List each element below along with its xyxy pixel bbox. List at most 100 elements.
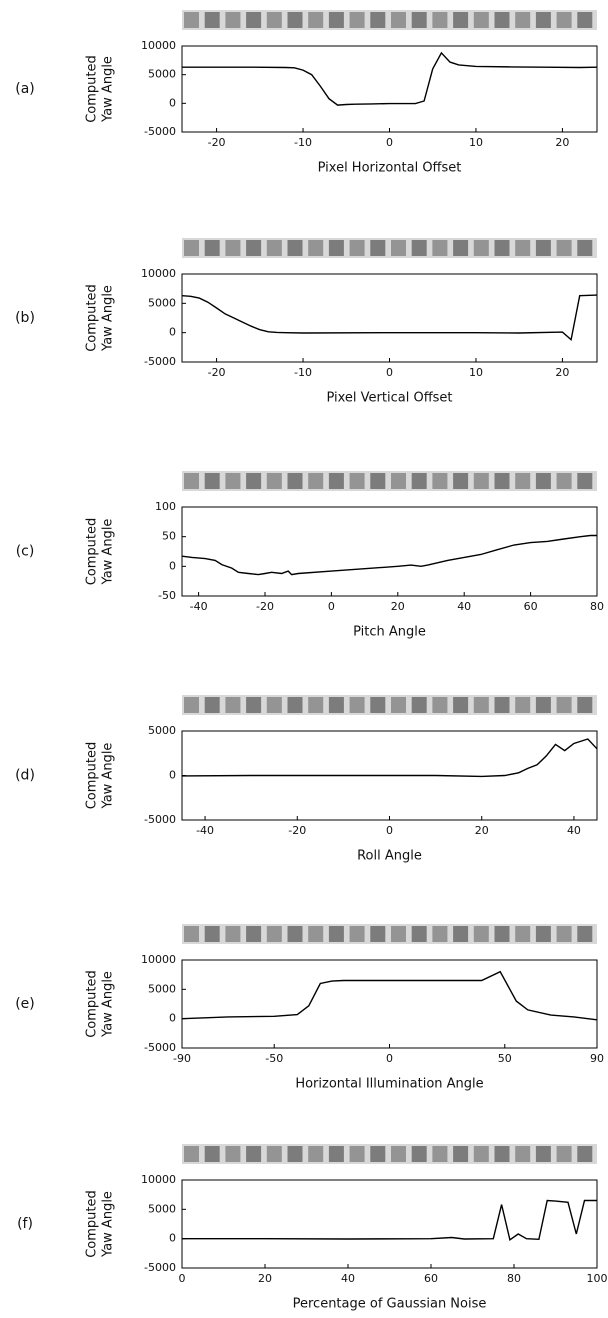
- x-tick-label: 80: [507, 1272, 521, 1285]
- strip-face: [535, 240, 551, 256]
- y-axis-label: Computed: [85, 55, 100, 123]
- strip-face: [577, 926, 593, 942]
- strip-face: [453, 926, 469, 942]
- y-tick-label: 5000: [148, 1202, 176, 1215]
- strip-face: [328, 12, 344, 28]
- x-tick-label: 80: [590, 600, 604, 613]
- y-axis-label: Yaw Angle: [101, 285, 116, 352]
- y-tick-label: 100: [155, 500, 176, 513]
- strip-face: [556, 1146, 572, 1162]
- strip-face: [494, 12, 510, 28]
- y-tick-label: 0: [169, 326, 176, 339]
- strip-face: [184, 926, 199, 942]
- y-tick-label: -5000: [144, 1261, 176, 1274]
- strip-face: [184, 473, 199, 489]
- strip-face: [453, 1146, 469, 1162]
- strip-face: [411, 240, 427, 256]
- y-axis-label: Yaw Angle: [101, 56, 116, 123]
- x-tick-label: -40: [196, 824, 214, 837]
- strip-face: [556, 473, 572, 489]
- y-tick-label: -50: [158, 589, 176, 602]
- strip-face: [287, 1146, 303, 1162]
- y-axis-label: Computed: [85, 970, 100, 1038]
- image-strip: [182, 1144, 597, 1164]
- strip-face: [391, 240, 406, 256]
- strip-face: [204, 926, 220, 942]
- y-tick-label: -5000: [144, 125, 176, 138]
- strip-face: [370, 12, 386, 28]
- y-tick-label: 5000: [148, 724, 176, 737]
- y-axis-label: Computed: [85, 284, 100, 352]
- strip-face: [308, 926, 324, 942]
- x-tick-label: 40: [567, 824, 581, 837]
- strip-face: [515, 926, 531, 942]
- strip-face: [266, 926, 282, 942]
- strip-face: [246, 1146, 262, 1162]
- strip-face: [184, 240, 199, 256]
- strip-face: [432, 12, 448, 28]
- strip-bg: [182, 695, 597, 715]
- strip-face: [225, 697, 241, 713]
- strip-face: [266, 12, 282, 28]
- strip-face: [432, 240, 448, 256]
- strip-face: [349, 473, 365, 489]
- strip-face: [225, 1146, 241, 1162]
- strip-face: [308, 1146, 324, 1162]
- strip-face: [494, 697, 510, 713]
- y-tick-label: 10000: [141, 1173, 176, 1186]
- strip-face: [473, 473, 489, 489]
- x-tick-label: 60: [424, 1272, 438, 1285]
- y-tick-label: 50: [162, 530, 176, 543]
- x-tick-label: -20: [208, 366, 226, 379]
- x-axis-label: Percentage of Gaussian Noise: [293, 1297, 487, 1312]
- strip-face: [246, 697, 262, 713]
- panel-label: (f): [17, 1216, 33, 1232]
- strip-face: [432, 926, 448, 942]
- x-axis-label: Pixel Horizontal Offset: [318, 161, 462, 176]
- x-tick-label: -20: [288, 824, 306, 837]
- data-line: [181, 970, 598, 1021]
- strip-face: [308, 12, 324, 28]
- strip-face: [473, 1146, 489, 1162]
- y-tick-label: 10000: [141, 267, 176, 280]
- strip-face: [349, 240, 365, 256]
- strip-face: [556, 12, 572, 28]
- y-axis-label: Yaw Angle: [101, 519, 116, 586]
- strip-face: [411, 697, 427, 713]
- strip-face: [328, 697, 344, 713]
- x-tick-label: 20: [475, 824, 489, 837]
- strip-face: [349, 697, 365, 713]
- strip-face: [225, 12, 241, 28]
- strip-face: [225, 473, 241, 489]
- strip-face: [577, 697, 593, 713]
- strip-face: [556, 240, 572, 256]
- strip-face: [411, 12, 427, 28]
- y-tick-label: -5000: [144, 813, 176, 826]
- x-tick-label: 20: [555, 366, 569, 379]
- strip-face: [535, 926, 551, 942]
- x-tick-label: 0: [179, 1272, 186, 1285]
- strip-face: [349, 12, 365, 28]
- x-tick-label: -10: [294, 366, 312, 379]
- strip-face: [411, 926, 427, 942]
- strip-face: [225, 926, 241, 942]
- x-tick-label: 20: [555, 136, 569, 149]
- x-tick-label: -90: [173, 1052, 191, 1065]
- strip-face: [432, 473, 448, 489]
- strip-face: [453, 12, 469, 28]
- y-tick-label: 10000: [141, 39, 176, 52]
- strip-face: [577, 12, 593, 28]
- strip-face: [266, 473, 282, 489]
- strip-face: [494, 926, 510, 942]
- strip-face: [473, 12, 489, 28]
- data-line: [181, 294, 598, 342]
- strip-face: [370, 1146, 386, 1162]
- strip-face: [556, 926, 572, 942]
- strip-face: [204, 240, 220, 256]
- image-strip: [182, 238, 597, 258]
- strip-bg: [182, 471, 597, 491]
- strip-face: [308, 240, 324, 256]
- image-strip: [182, 471, 597, 491]
- panel-label: (c): [16, 544, 35, 560]
- y-axis-label: Yaw Angle: [101, 743, 116, 810]
